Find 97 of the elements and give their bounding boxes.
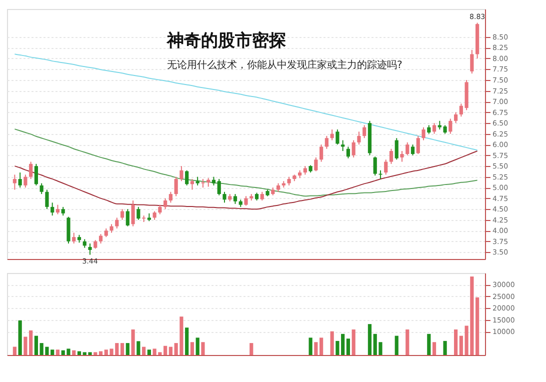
- candlestick: [416, 135, 420, 155]
- candlestick: [352, 140, 356, 158]
- bar: [120, 343, 124, 355]
- candlestick: [168, 191, 172, 204]
- bar: [454, 329, 458, 355]
- bar: [346, 338, 350, 355]
- bar: [164, 346, 168, 355]
- candlestick: [98, 234, 103, 244]
- candlestick: [357, 131, 361, 146]
- candlestick: [454, 112, 458, 124]
- bar: [56, 350, 60, 355]
- bar: [72, 350, 76, 355]
- bar: [136, 341, 140, 355]
- candlestick: [131, 200, 135, 227]
- candlestick: [174, 176, 178, 197]
- bar: [394, 336, 398, 355]
- candlestick: [400, 150, 404, 162]
- bar: [94, 352, 98, 355]
- bar: [352, 329, 356, 355]
- candlestick: [190, 178, 194, 190]
- candlestick: [362, 124, 366, 139]
- candlestick: [56, 204, 60, 215]
- candlestick: [126, 208, 130, 227]
- bar: [185, 328, 189, 355]
- bar: [368, 324, 372, 355]
- candlestick: [180, 166, 184, 182]
- candlestick: [373, 156, 377, 176]
- candlestick: [314, 156, 318, 172]
- candlestick: [346, 146, 350, 159]
- bar: [77, 351, 82, 355]
- candlestick: [217, 178, 221, 196]
- bar: [98, 351, 103, 355]
- candlestick: [45, 189, 49, 210]
- candlestick: [406, 142, 410, 156]
- bar: [147, 350, 151, 355]
- bar: [34, 336, 38, 355]
- candlestick: [66, 216, 70, 244]
- candlestick: [384, 159, 388, 176]
- bar: [320, 338, 324, 355]
- candlestick: [422, 126, 426, 141]
- bar: [142, 346, 146, 355]
- candlestick: [120, 208, 124, 220]
- bar: [29, 330, 33, 355]
- candlestick: [136, 206, 140, 220]
- bar: [341, 334, 345, 355]
- candlestick: [34, 163, 38, 186]
- candlestick: [320, 144, 324, 162]
- candlestick: [158, 204, 162, 215]
- candlestick: [341, 140, 345, 152]
- line-series: [14, 54, 478, 151]
- bar: [443, 340, 447, 355]
- candlestick: [50, 202, 54, 216]
- text: 无论用什么技术，你能从中发现庄家或主力的踪迹吗?: [167, 59, 402, 71]
- bar: [336, 340, 340, 355]
- candlestick: [88, 243, 92, 256]
- candlestick: [324, 135, 328, 150]
- bar: [427, 334, 431, 355]
- candlestick: [185, 170, 189, 186]
- bar: [314, 342, 318, 355]
- bar: [308, 338, 312, 355]
- candlestick: [389, 148, 394, 164]
- candlestick: [330, 128, 334, 141]
- bar: [190, 342, 194, 355]
- candlestick: [432, 122, 436, 134]
- bar: [201, 342, 205, 355]
- bar: [330, 331, 334, 355]
- candlestick: [115, 217, 119, 229]
- bar: [250, 343, 254, 355]
- candlestick: [72, 232, 76, 244]
- bar: [24, 336, 28, 355]
- candlestick: [470, 49, 474, 74]
- candlestick: [410, 144, 415, 156]
- candlestick: [233, 194, 238, 204]
- candlestick: [18, 172, 22, 188]
- bar: [196, 338, 200, 355]
- candlestick: [222, 191, 226, 204]
- bar: [131, 329, 135, 355]
- bar: [168, 346, 172, 355]
- text: 神奇的股市密探: [166, 31, 286, 51]
- bar: [18, 320, 22, 355]
- candlestick: [459, 103, 463, 118]
- bar: [126, 343, 130, 355]
- candlestick: [394, 138, 398, 160]
- bar: [432, 342, 436, 355]
- line-series: [14, 128, 478, 197]
- bar: [476, 297, 480, 355]
- candlestick: [29, 161, 33, 180]
- candlestick: [448, 118, 452, 134]
- candlestick: [40, 182, 44, 195]
- bar: [406, 329, 410, 355]
- bar: [459, 336, 463, 355]
- candlestick: [24, 174, 28, 188]
- candlestick: [336, 128, 340, 146]
- candlestick: [164, 198, 168, 210]
- candlestick: [244, 196, 248, 206]
- bar: [12, 346, 16, 355]
- candlestick: [12, 174, 16, 190]
